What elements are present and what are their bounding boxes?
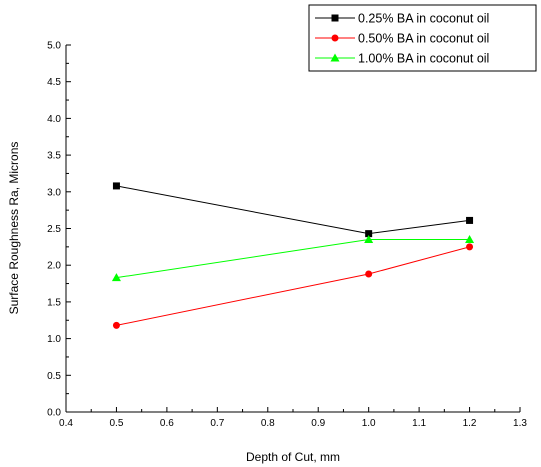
x-tick-label: 1.3	[513, 418, 527, 429]
y-tick-label: 5.0	[47, 41, 61, 52]
y-tick-label: 4.0	[47, 114, 61, 125]
data-point-triangle	[465, 235, 475, 244]
legend-label: 0.50% BA in coconut oil	[358, 32, 489, 46]
series-layer	[111, 182, 475, 329]
y-tick-label: 2.5	[47, 224, 61, 235]
legend-label: 0.25% BA in coconut oil	[358, 12, 489, 26]
data-point-square	[466, 216, 474, 224]
x-tick-label: 0.5	[109, 418, 123, 429]
x-tick-label: 1.0	[362, 418, 376, 429]
series-circle	[112, 243, 474, 329]
y-tick-label: 1.0	[47, 334, 61, 345]
y-tick-label: 4.5	[47, 77, 61, 88]
series-line	[116, 239, 470, 279]
data-point-square	[365, 230, 373, 238]
x-tick-label: 0.4	[59, 418, 73, 429]
data-point-square	[112, 182, 120, 190]
x-tick-label: 0.6	[160, 418, 174, 429]
legend-marker-square	[331, 14, 339, 22]
y-axis-title: Surface Roughness Ra, Microns	[7, 142, 21, 315]
data-point-circle	[365, 270, 373, 278]
data-point-triangle	[111, 273, 121, 282]
y-axis-ticks: 0.0 0.5 1.0 1.5 2.0 2.5 3.0 3.5 4.0 4.5 5.0	[47, 41, 71, 419]
x-tick-label: 0.8	[261, 418, 275, 429]
series-square	[112, 182, 474, 238]
legend-marker-circle	[331, 34, 339, 42]
y-tick-label: 0.5	[47, 371, 61, 382]
y-tick-label: 3.5	[47, 151, 61, 162]
y-tick-label: 1.5	[47, 297, 61, 308]
data-point-triangle	[364, 235, 374, 244]
y-tick-label: 0.0	[47, 408, 61, 419]
axes	[65, 45, 520, 413]
data-point-circle	[466, 243, 474, 251]
x-tick-label: 1.2	[463, 418, 477, 429]
x-axis-ticks: 0.4 0.5 0.6 0.7 0.8 0.9 1.0 1.1 1.2 1.3	[59, 407, 527, 429]
series-line	[116, 246, 470, 326]
y-tick-label: 3.0	[47, 187, 61, 198]
y-tick-label: 2.0	[47, 261, 61, 272]
series-triangle	[111, 235, 475, 282]
x-tick-label: 0.7	[210, 418, 224, 429]
legend-marker-triangle	[330, 53, 340, 62]
x-tick-label: 1.1	[412, 418, 426, 429]
legend-label: 1.00% BA in coconut oil	[358, 52, 489, 66]
x-axis-title: Depth of Cut, mm	[246, 450, 340, 464]
x-tick-label: 0.9	[311, 418, 325, 429]
series-line	[116, 185, 470, 235]
data-point-circle	[112, 321, 120, 329]
legend: 0.25% BA in coconut oil 0.50% BA in cocon…	[308, 4, 537, 72]
